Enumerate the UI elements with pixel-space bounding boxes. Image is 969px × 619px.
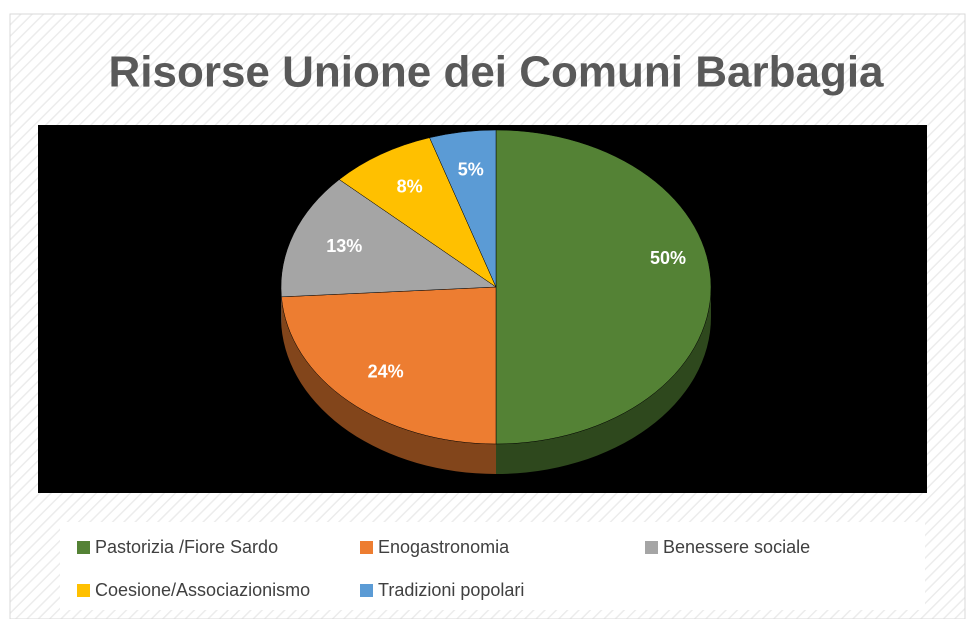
legend-swatch (360, 541, 373, 554)
legend-label: Pastorizia /Fiore Sardo (95, 537, 278, 557)
slice (429, 129, 497, 288)
slice (281, 286, 497, 445)
data-label: 5% (458, 159, 484, 179)
legend-swatch (77, 541, 90, 554)
slice (338, 137, 497, 288)
legend-swatch (360, 584, 373, 597)
legend-label: Coesione/Associazionismo (95, 580, 310, 600)
chart-title: Risorse Unione dei Comuni Barbagia (108, 48, 884, 97)
legend-swatch (77, 584, 90, 597)
legend-label: Tradizioni popolari (378, 580, 524, 600)
slice-side (496, 287, 711, 474)
data-label: 8% (397, 176, 423, 196)
data-label: 13% (326, 236, 362, 256)
legend-swatch (645, 541, 658, 554)
slice-side (281, 296, 496, 474)
legend-box (60, 522, 925, 610)
slice (495, 129, 712, 445)
data-label: 24% (368, 362, 404, 382)
slice (280, 179, 497, 298)
legend-label: Enogastronomia (378, 537, 510, 557)
data-label: 50% (650, 248, 686, 268)
legend-label: Benessere sociale (663, 537, 810, 557)
